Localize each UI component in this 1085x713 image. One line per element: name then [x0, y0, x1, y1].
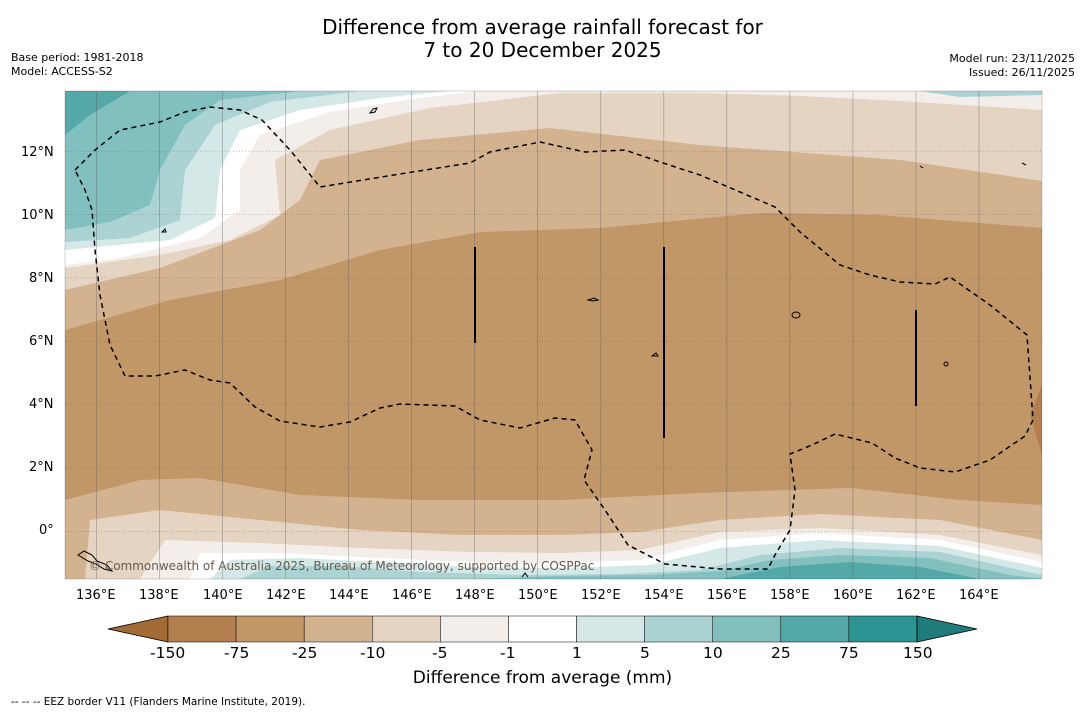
- map-frame: [64, 90, 1043, 580]
- lat-label-2n: 2°N: [29, 460, 54, 475]
- lat-label-6n: 6°N: [29, 334, 54, 349]
- colorbar-label-minus150: -150: [150, 644, 186, 662]
- lat-label-8n: 8°N: [29, 271, 54, 286]
- lon-label-152e: 152°E: [581, 588, 621, 603]
- colorbar-label-10: 10: [703, 644, 723, 662]
- lon-label-150e: 150°E: [518, 588, 558, 603]
- colorbar-label-75: 75: [839, 644, 859, 662]
- colorbar-segment-10: [848, 615, 918, 643]
- colorbar: [107, 615, 978, 643]
- lon-label-142e: 142°E: [266, 588, 306, 603]
- colorbar-label-minus10: -10: [360, 644, 386, 662]
- lon-label-158e: 158°E: [770, 588, 810, 603]
- colorbar-segment-2: [303, 615, 373, 643]
- colorbar-segment-7: [644, 615, 713, 643]
- model-name: Model: ACCESS-S2: [11, 65, 113, 78]
- colorbar-segment-9: [780, 615, 850, 643]
- map-plot-area: [65, 91, 1042, 579]
- colorbar-segment-6: [576, 615, 645, 643]
- band-minus150-east: [1030, 385, 1042, 455]
- lon-label-164e: 164°E: [959, 588, 999, 603]
- colorbar-extend-high: [916, 615, 978, 643]
- eez-border: [74, 106, 1034, 570]
- island-outlines: [77, 107, 1027, 578]
- colorbar-segment-1: [235, 615, 305, 643]
- colorbar-segment-3: [372, 615, 441, 643]
- copyright-notice: © Commonwealth of Australia 2025, Bureau…: [89, 559, 595, 573]
- base-period: Base period: 1981-2018: [11, 51, 144, 64]
- lon-label-136e: 136°E: [76, 588, 116, 603]
- model-run: Model run: 23/11/2025: [949, 52, 1075, 65]
- colorbar-label-25: 25: [771, 644, 791, 662]
- lon-label-138e: 138°E: [139, 588, 179, 603]
- colorbar-segment-5: [508, 615, 577, 643]
- band-wet75-nw: [65, 91, 130, 135]
- lat-label-10n: 10°N: [21, 208, 54, 223]
- issued-date: Issued: 26/11/2025: [968, 66, 1075, 79]
- colorbar-label-150: 150: [903, 644, 933, 662]
- colorbar-segment-0: [167, 615, 237, 643]
- footer-note: -- -- -- EEZ border V11 (Flanders Marine…: [11, 696, 306, 708]
- lon-label-140e: 140°E: [203, 588, 243, 603]
- colorbar-label-1: 1: [572, 644, 582, 662]
- lat-label-0: 0°: [39, 523, 54, 538]
- lon-label-148e: 148°E: [455, 588, 495, 603]
- lat-label-4n: 4°N: [29, 397, 54, 412]
- band-wet25-nw: [65, 91, 300, 230]
- lon-label-154e: 154°E: [644, 588, 684, 603]
- band-wet75-south: [720, 562, 980, 579]
- colorbar-segment-4: [440, 615, 509, 643]
- colorbar-label-5: 5: [640, 644, 650, 662]
- lon-label-156e: 156°E: [707, 588, 747, 603]
- title-line-1: Difference from average rainfall forecas…: [322, 15, 763, 39]
- gridlines: [65, 91, 1042, 579]
- colorbar-label-minus25: -25: [292, 644, 318, 662]
- title-line-2: 7 to 20 December 2025: [423, 38, 662, 62]
- lon-label-144e: 144°E: [329, 588, 369, 603]
- colorbar-extend-low: [107, 615, 169, 643]
- lat-label-12n: 12°N: [21, 145, 54, 160]
- band-wet5-ne: [920, 91, 1042, 97]
- colorbar-label-minus75: -75: [224, 644, 250, 662]
- colorbar-title: Difference from average (mm): [412, 668, 673, 688]
- lon-label-162e: 162°E: [896, 588, 936, 603]
- band-minus5-north: [65, 91, 1042, 268]
- lon-label-160e: 160°E: [833, 588, 873, 603]
- colorbar-label-minus5: -5: [432, 644, 448, 662]
- colorbar-segment-8: [712, 615, 782, 643]
- colorbar-label-minus1: -1: [500, 644, 516, 662]
- lon-label-146e: 146°E: [392, 588, 432, 603]
